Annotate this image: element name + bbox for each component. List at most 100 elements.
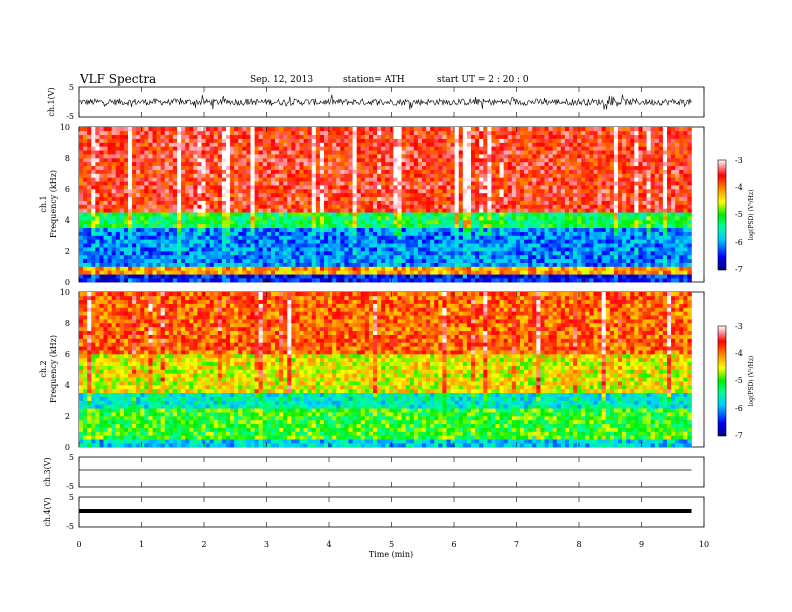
spec1-cell [258, 251, 264, 256]
spec1-cell [193, 227, 198, 232]
spec1-cell [287, 138, 292, 143]
spec1-cell [532, 251, 537, 256]
spec1-cell [152, 254, 157, 260]
spec1-cell [79, 161, 84, 167]
spec1-cell [156, 181, 161, 186]
spec1-cell [111, 223, 117, 229]
spec1-cell [144, 274, 149, 279]
spec1-cell [479, 161, 484, 167]
spec1-cell [409, 227, 415, 232]
spec1-cell [168, 138, 174, 143]
spec1-cell [446, 258, 451, 263]
spec1-cell [234, 223, 239, 229]
spec1-cell [156, 258, 161, 263]
spec1-cell [287, 212, 292, 217]
spec1-cell [172, 235, 178, 240]
spec1-cell [434, 169, 439, 174]
spec1-cell [385, 130, 390, 136]
spec1-cell [217, 154, 223, 159]
spec1-cell [103, 270, 108, 275]
spec1-cell [381, 165, 386, 170]
spec1-cell [160, 192, 166, 198]
spec1-cell [79, 258, 84, 263]
spec1-cell [307, 208, 313, 213]
spec1-cell [144, 134, 149, 139]
spec1-cell [79, 204, 84, 209]
spec1-cell [156, 227, 161, 232]
spec1-cell [340, 220, 345, 225]
spec1-cell [193, 142, 198, 147]
spec1-cell [91, 274, 96, 279]
spec1-cell [552, 258, 558, 263]
spec1-cell [287, 258, 292, 263]
spec1-cell [87, 177, 92, 182]
spec1-cell [115, 227, 121, 232]
spec1-cell [520, 251, 525, 256]
spec1-cell [221, 142, 227, 147]
spec1-cell [434, 134, 439, 139]
spec1-cell [548, 223, 553, 229]
spec1-cell [581, 258, 586, 263]
spec1-cell [450, 181, 455, 186]
spec1-cell [446, 181, 451, 186]
spec1-cell [564, 223, 570, 229]
spec1-cell [397, 208, 402, 213]
spec1-cell [242, 130, 247, 136]
spec1-cell [573, 258, 578, 263]
spec1-cell [234, 127, 239, 132]
spec1-cell [556, 192, 562, 198]
spec1-cell [368, 138, 374, 143]
spec1-cell [483, 243, 488, 248]
spec1-cell [487, 189, 492, 194]
spec1-cell [507, 270, 513, 275]
spec1-cell [360, 243, 366, 248]
spec1-cell [573, 130, 578, 136]
spec1-cell [499, 189, 504, 194]
spec1-cell [156, 196, 161, 201]
spec1-cell [409, 235, 415, 240]
spec1-cell [364, 161, 370, 167]
spec1-cell [119, 251, 125, 256]
spec1-cell [471, 130, 476, 136]
spec1-cell [569, 266, 574, 271]
spec1-cell [230, 173, 235, 178]
spec1-cell [552, 220, 558, 225]
spec1-cell [242, 247, 247, 252]
spec1-cell [136, 158, 141, 163]
spec1-cell [156, 173, 161, 178]
spec1-cell [262, 146, 268, 151]
spec1-cell [373, 189, 378, 194]
spec1-cell [381, 150, 386, 155]
spec1-cell [119, 274, 125, 279]
spec1-cell [181, 181, 186, 186]
spec1-cell [344, 161, 349, 167]
spec1-cell [242, 216, 247, 221]
spec1-cell [458, 235, 464, 240]
spec1-cell [328, 146, 333, 151]
spec1-cell [356, 200, 362, 205]
spec1-cell [389, 223, 394, 229]
spec1-cell [275, 173, 280, 178]
spec1-cell [140, 235, 145, 240]
spec1-cell [540, 185, 545, 190]
spec1-cell [79, 231, 84, 236]
spec1-cell [168, 270, 174, 275]
spec1-cell [336, 154, 341, 159]
spec1-cell [524, 196, 529, 201]
spec1-cell [422, 251, 427, 256]
spec1-cell [397, 173, 402, 178]
spec1-cell [495, 169, 500, 174]
spec1-cell [385, 173, 390, 178]
spec1-cell [471, 169, 476, 174]
spec1-cell [515, 231, 521, 236]
spec1-cell [258, 127, 264, 132]
spec1-cell [417, 235, 423, 240]
spec1-cell [409, 189, 415, 194]
spec1-cell [360, 235, 366, 240]
spec1-cell [417, 220, 423, 225]
spec1-cell [181, 278, 186, 283]
spec1-cell [487, 177, 492, 182]
spec1-cell [458, 239, 464, 244]
spec1-cell [160, 258, 166, 263]
spec1-cell [544, 146, 549, 151]
